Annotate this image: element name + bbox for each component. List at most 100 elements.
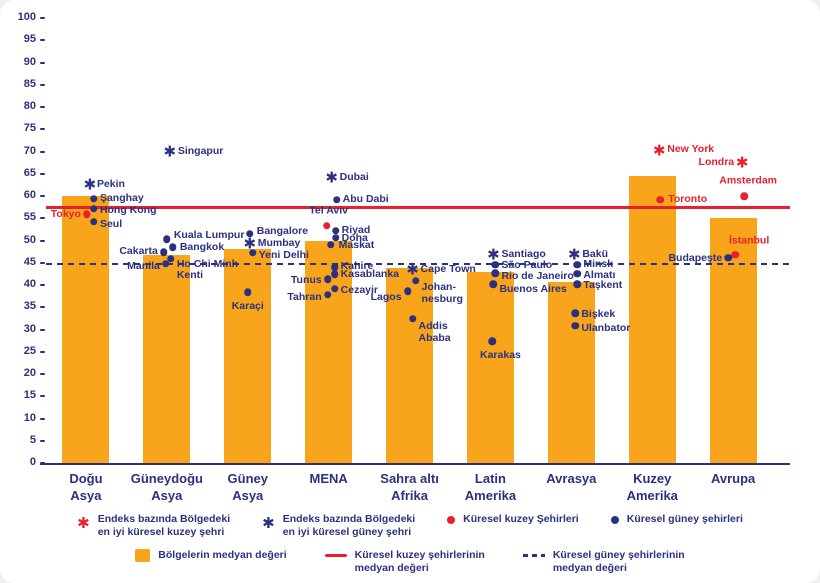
- global-south-median-line: [45, 262, 790, 266]
- city-marker-star: ✱: [735, 153, 749, 172]
- city-marker-dot: [489, 280, 498, 288]
- x-axis-category-label: Latin Amerika: [464, 471, 517, 503]
- y-axis-tick-mark: [40, 195, 45, 197]
- city-label: New York: [667, 142, 715, 155]
- y-axis-tick-mark: [40, 284, 45, 286]
- legend-item: ✱ Endeks bazında Bölgedeki en iyi küresel…: [262, 513, 415, 539]
- city-marker-dot: [160, 248, 168, 256]
- city-label: Toronto: [668, 192, 708, 205]
- city-label: Rio de Janeiro: [501, 270, 574, 283]
- city-marker-dot: [323, 291, 332, 299]
- x-axis-category-label: MENA: [309, 471, 348, 486]
- y-axis-tick-label: 75: [23, 122, 36, 135]
- y-axis-tick-mark: [40, 439, 45, 442]
- city-label: Kasablanka: [340, 268, 400, 281]
- city-label: Singapur: [177, 145, 224, 158]
- x-axis-category-label: Kuzey Amerika: [626, 471, 678, 503]
- legend-item-label: Küresel kuzey şehirlerinin medyan değeri: [354, 548, 485, 574]
- legend-item-label: Endeks bazında Bölgedeki en iyi küresel …: [97, 512, 231, 538]
- city-label: Pekin: [96, 177, 125, 190]
- legend-item: Küresel kuzey şehirlerinin medyan değeri: [324, 548, 485, 575]
- median-bar: [386, 268, 434, 463]
- city-label: Şanghay: [99, 191, 144, 204]
- legend-item: Küresel güney şehirlerinin medyan değeri: [522, 548, 685, 575]
- city-label: Seul: [99, 217, 123, 230]
- median-bar: [547, 282, 595, 463]
- y-axis-tick-mark: [40, 261, 45, 264]
- y-axis-tick-mark: [40, 328, 45, 331]
- city-label: Londra: [698, 156, 735, 169]
- y-axis-tick-label: 50: [23, 233, 36, 246]
- city-label: Riyad: [341, 223, 371, 236]
- city-marker-dot: [90, 205, 98, 213]
- y-axis-tick-mark: [40, 17, 45, 19]
- city-label: Hong Kong: [99, 203, 157, 216]
- city-label: Johan- nesburg: [421, 280, 463, 305]
- city-marker-dot: [332, 195, 341, 204]
- city-marker-dot: [246, 230, 254, 238]
- city-label: Tokyo: [50, 208, 81, 221]
- legend-row-medians: Bölgelerin medyan değeri Küresel kuzey şe…: [0, 548, 820, 575]
- city-label: Dubai: [339, 171, 369, 184]
- legend-item: Küresel kuzey Şehirleri: [447, 513, 579, 526]
- legend-star-icon: ✱: [262, 513, 275, 532]
- city-label: Amsterdam: [719, 174, 778, 187]
- y-axis-tick-mark: [40, 150, 45, 153]
- y-axis-tick-mark: [40, 39, 45, 42]
- city-label: Cape Town: [420, 263, 476, 276]
- city-marker-dot: [656, 195, 664, 204]
- city-label: Maskat: [338, 238, 375, 251]
- y-axis-tick-label: 0: [29, 456, 36, 468]
- y-axis-tick-label: 100: [17, 11, 36, 23]
- city-marker-dot: [573, 280, 582, 288]
- city-marker-dot: [249, 249, 257, 257]
- y-axis-tick-mark: [40, 217, 45, 220]
- y-axis-tick-label: 55: [23, 211, 36, 224]
- city-marker-dot: [162, 259, 170, 268]
- city-marker-dot: [408, 315, 417, 323]
- y-axis-tick-label: 85: [23, 77, 36, 90]
- legend-dot-icon: [610, 515, 619, 524]
- y-axis-tick-mark: [40, 395, 45, 398]
- city-label: Santiago: [501, 248, 546, 261]
- median-bar: [224, 249, 272, 463]
- city-label: Buenos Aires: [499, 283, 567, 296]
- median-bar: [628, 175, 676, 463]
- city-label: Tel Aviv: [309, 204, 348, 217]
- y-axis-tick-mark: [40, 417, 45, 420]
- legend-item-label: Küresel kuzey Şehirleri: [463, 512, 579, 525]
- city-label: Almatı: [583, 268, 616, 281]
- y-axis-tick-label: 45: [23, 255, 36, 268]
- city-marker-dot: [740, 192, 748, 200]
- legend-item-label: Küresel güney şehirlerinin medyan değeri: [552, 548, 685, 574]
- median-bar: [143, 254, 191, 463]
- y-axis-tick-label: 20: [23, 367, 36, 379]
- city-marker-dot: [411, 277, 420, 285]
- city-label: Bangkok: [179, 241, 225, 254]
- city-marker-star: ✱: [568, 245, 581, 264]
- city-marker-dot: [90, 218, 98, 226]
- city-label: Karakas: [480, 349, 521, 362]
- y-axis-tick-mark: [40, 106, 45, 108]
- y-axis-tick-label: 60: [23, 189, 36, 201]
- city-label: São Paulo: [501, 258, 553, 271]
- city-marker-star: ✱: [652, 141, 666, 160]
- city-marker-dot: [83, 210, 91, 218]
- city-marker-star: ✱: [487, 245, 500, 264]
- city-marker-dot: [491, 260, 500, 269]
- y-axis-tick-mark: [40, 128, 45, 131]
- legend-item: Bölgelerin medyan değeri: [135, 548, 287, 562]
- legend-item: Küresel güney şehirleri: [610, 512, 743, 526]
- legend-item-label: Küresel güney şehirleri: [626, 512, 743, 525]
- y-axis-tick-mark: [40, 239, 45, 242]
- city-label: Mumbay: [257, 237, 301, 250]
- y-axis-tick-label: 70: [23, 144, 36, 157]
- city-marker-dot: [244, 288, 252, 296]
- y-axis-tick-mark: [40, 350, 45, 353]
- y-axis-tick-mark: [40, 306, 45, 309]
- city-label: Bişkek: [581, 308, 616, 321]
- city-marker-dot: [331, 234, 340, 242]
- y-axis-tick-label: 5: [29, 433, 36, 446]
- legend-item: ✱ Endeks bazında Bölgedeki en iyi küresel…: [77, 513, 230, 539]
